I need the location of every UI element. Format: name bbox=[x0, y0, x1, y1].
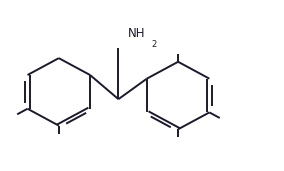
Text: NH: NH bbox=[128, 27, 145, 40]
Text: 2: 2 bbox=[151, 40, 157, 49]
